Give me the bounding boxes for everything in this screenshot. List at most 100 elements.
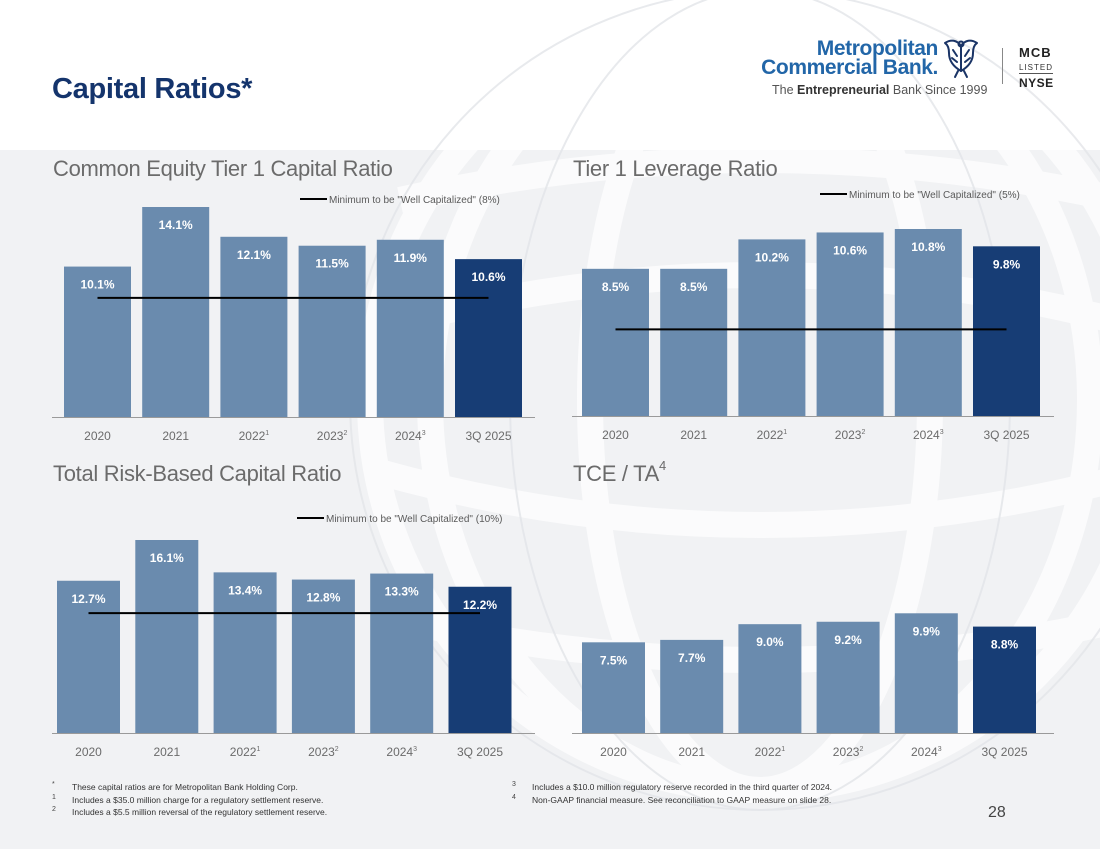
bar-2020 <box>64 266 131 417</box>
data-label: 8.8% <box>991 638 1019 652</box>
footnote: 3 Includes a $10.0 million regulatory res… <box>512 781 833 792</box>
data-label: 10.6% <box>833 243 867 257</box>
bar-2021 <box>660 268 728 416</box>
bar-3q-2025 <box>973 626 1036 733</box>
data-label: 7.5% <box>600 653 628 667</box>
tick-label: 3Q 2025 <box>457 745 503 759</box>
bank-logo: Metropolitan Commercial Bank. The Entrep… <box>760 32 1060 104</box>
bar-3q-2025 <box>448 586 512 733</box>
tick-label: 2021 <box>153 745 180 759</box>
data-label: 8.5% <box>680 280 708 294</box>
chart-title-total-risk-based: Total Risk-Based Capital Ratio <box>53 461 342 486</box>
data-label: 13.4% <box>228 583 262 597</box>
tick-label: 3Q 2025 <box>981 745 1027 759</box>
bar-2023 <box>816 232 884 416</box>
chart-title-tier1-leverage: Tier 1 Leverage Ratio <box>573 156 778 181</box>
logo-name-line2: Commercial Bank. <box>761 56 938 79</box>
legend-label: Minimum to be "Well Capitalized" (10%) <box>326 514 502 525</box>
bar-2024 <box>894 229 962 416</box>
data-label: 10.6% <box>471 270 505 284</box>
ticker-symbol: MCB <box>1019 45 1052 60</box>
logo-divider <box>1002 48 1003 84</box>
bar-2020 <box>582 268 649 416</box>
bar-2022 <box>738 624 802 733</box>
bar-2023 <box>291 579 355 733</box>
cet1-chart: 10.1% 2020 14.1% 2021 12.1% 20221 11.5% 20232 11… <box>52 195 535 443</box>
data-label: 11.5% <box>315 257 349 271</box>
tick-label: 20243 <box>386 745 417 759</box>
footnote: 1 Includes a $35.0 million charge for a r… <box>52 793 324 805</box>
bar-2024 <box>376 239 444 417</box>
chart-title-tce-ta: TCE / TA4 <box>573 458 666 486</box>
tick-label: 20232 <box>835 428 866 442</box>
bar-2021 <box>660 639 724 733</box>
tick-label: 20232 <box>317 429 348 443</box>
tick-label: 3Q 2025 <box>465 429 511 443</box>
tick-label: 20243 <box>913 428 944 442</box>
footnote: 4 Non-GAAP financial measure. See reconci… <box>512 793 832 805</box>
data-label: 11.9% <box>394 251 428 265</box>
page-title: Capital Ratios* <box>52 73 253 105</box>
data-label: 7.7% <box>678 651 706 665</box>
listed-label: LISTED <box>1019 63 1054 74</box>
bar-2023 <box>298 245 366 417</box>
data-label: 9.2% <box>834 633 862 647</box>
footnotes-left: * These capital ratios are for Metropolit… <box>52 781 327 819</box>
tick-label: 2021 <box>678 745 705 759</box>
tick-label: 20232 <box>833 745 864 759</box>
tier1-leverage-chart: 8.5% 2020 8.5% 2021 10.2% 20221 10.6% 20232 10.8… <box>572 190 1054 442</box>
chart-title-cet1: Common Equity Tier 1 Capital Ratio <box>53 156 393 181</box>
tce-ta-chart: 7.5% 2020 7.7% 2021 9.0% 20221 9.2% 20232 9.9% 20… <box>572 613 1054 759</box>
tick-label: 20221 <box>230 745 261 759</box>
data-label: 12.7% <box>71 592 105 606</box>
eagle-icon <box>944 39 978 78</box>
bar-2020 <box>57 580 120 733</box>
bar-3q-2025 <box>455 259 522 417</box>
tick-label: 2021 <box>680 428 707 442</box>
footnote: * These capital ratios are for Metropolit… <box>52 781 298 792</box>
logo-name-line1: Metropolitan <box>816 37 939 60</box>
bar-2021 <box>142 207 210 417</box>
exchange-label: NYSE <box>1019 76 1054 90</box>
bar-3q-2025 <box>973 246 1040 416</box>
data-label: 16.1% <box>150 551 184 565</box>
footnote: 2 Includes a $5.5 million reversal of the… <box>52 806 328 817</box>
data-label: 10.1% <box>80 278 114 292</box>
bar-2021 <box>135 540 199 733</box>
footnotes-right: 3 Includes a $10.0 million regulatory res… <box>512 781 832 806</box>
bar-2022 <box>220 236 288 417</box>
data-label: 14.1% <box>159 218 193 232</box>
tick-label: 20243 <box>395 429 426 443</box>
tick-label: 2020 <box>602 428 629 442</box>
bar-2022 <box>738 239 806 416</box>
tick-label: 2020 <box>84 429 111 443</box>
tick-label: 20243 <box>911 745 942 759</box>
tick-label: 20221 <box>239 429 270 443</box>
page-number: 28 <box>988 804 1006 821</box>
legend-label: Minimum to be "Well Capitalized" (8%) <box>329 195 500 206</box>
data-label: 13.3% <box>385 585 419 599</box>
tick-label: 20232 <box>308 745 339 759</box>
logo-tagline: The Entrepreneurial Bank Since 1999 <box>772 83 988 97</box>
legend-label: Minimum to be "Well Capitalized" (5%) <box>849 190 1020 201</box>
tick-label: 2020 <box>600 745 627 759</box>
tick-label: 2021 <box>162 429 189 443</box>
bar-2023 <box>816 621 880 733</box>
tick-label: 20221 <box>757 428 788 442</box>
bar-2024 <box>370 573 434 733</box>
data-label: 12.8% <box>306 591 340 605</box>
data-label: 10.2% <box>755 250 789 264</box>
total-risk-based-chart: 12.7% 2020 16.1% 2021 13.4% 20221 12.8% 20232 13… <box>52 514 535 759</box>
data-label: 9.0% <box>756 635 784 649</box>
data-label: 12.1% <box>237 248 271 262</box>
tick-label: 2020 <box>75 745 102 759</box>
bar-2022 <box>213 572 277 733</box>
tick-label: 20221 <box>755 745 786 759</box>
data-label: 12.2% <box>463 598 497 612</box>
bar-2024 <box>894 613 958 733</box>
data-label: 9.9% <box>913 624 941 638</box>
data-label: 8.5% <box>602 280 630 294</box>
bar-2020 <box>582 642 645 733</box>
data-label: 10.8% <box>911 240 945 254</box>
tick-label: 3Q 2025 <box>983 428 1029 442</box>
